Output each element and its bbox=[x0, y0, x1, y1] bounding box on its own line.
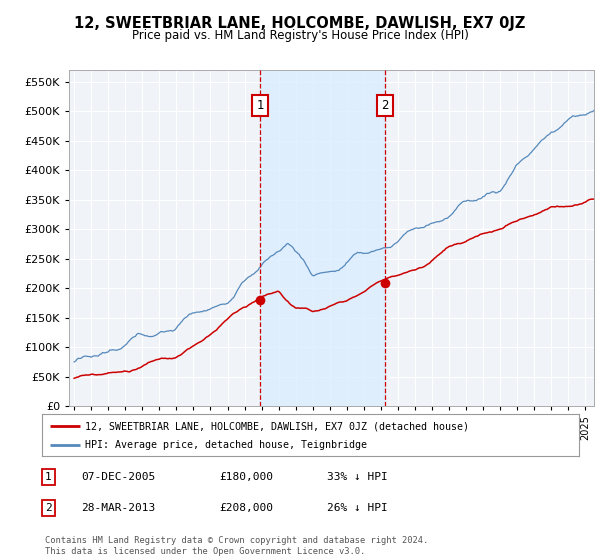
Text: 2: 2 bbox=[45, 503, 52, 513]
Text: Price paid vs. HM Land Registry's House Price Index (HPI): Price paid vs. HM Land Registry's House … bbox=[131, 29, 469, 42]
Bar bbox=[260, 70, 385, 406]
Text: HPI: Average price, detached house, Teignbridge: HPI: Average price, detached house, Teig… bbox=[85, 440, 367, 450]
Text: £180,000: £180,000 bbox=[219, 472, 273, 482]
Text: 26% ↓ HPI: 26% ↓ HPI bbox=[327, 503, 388, 513]
Text: 2: 2 bbox=[381, 99, 389, 112]
Text: Contains HM Land Registry data © Crown copyright and database right 2024.
This d: Contains HM Land Registry data © Crown c… bbox=[45, 536, 428, 556]
Text: 1: 1 bbox=[45, 472, 52, 482]
Text: 07-DEC-2005: 07-DEC-2005 bbox=[81, 472, 155, 482]
Text: 12, SWEETBRIAR LANE, HOLCOMBE, DAWLISH, EX7 0JZ (detached house): 12, SWEETBRIAR LANE, HOLCOMBE, DAWLISH, … bbox=[85, 421, 469, 431]
Text: 1: 1 bbox=[256, 99, 264, 112]
Text: 12, SWEETBRIAR LANE, HOLCOMBE, DAWLISH, EX7 0JZ: 12, SWEETBRIAR LANE, HOLCOMBE, DAWLISH, … bbox=[74, 16, 526, 31]
Text: 28-MAR-2013: 28-MAR-2013 bbox=[81, 503, 155, 513]
Text: 33% ↓ HPI: 33% ↓ HPI bbox=[327, 472, 388, 482]
Text: £208,000: £208,000 bbox=[219, 503, 273, 513]
